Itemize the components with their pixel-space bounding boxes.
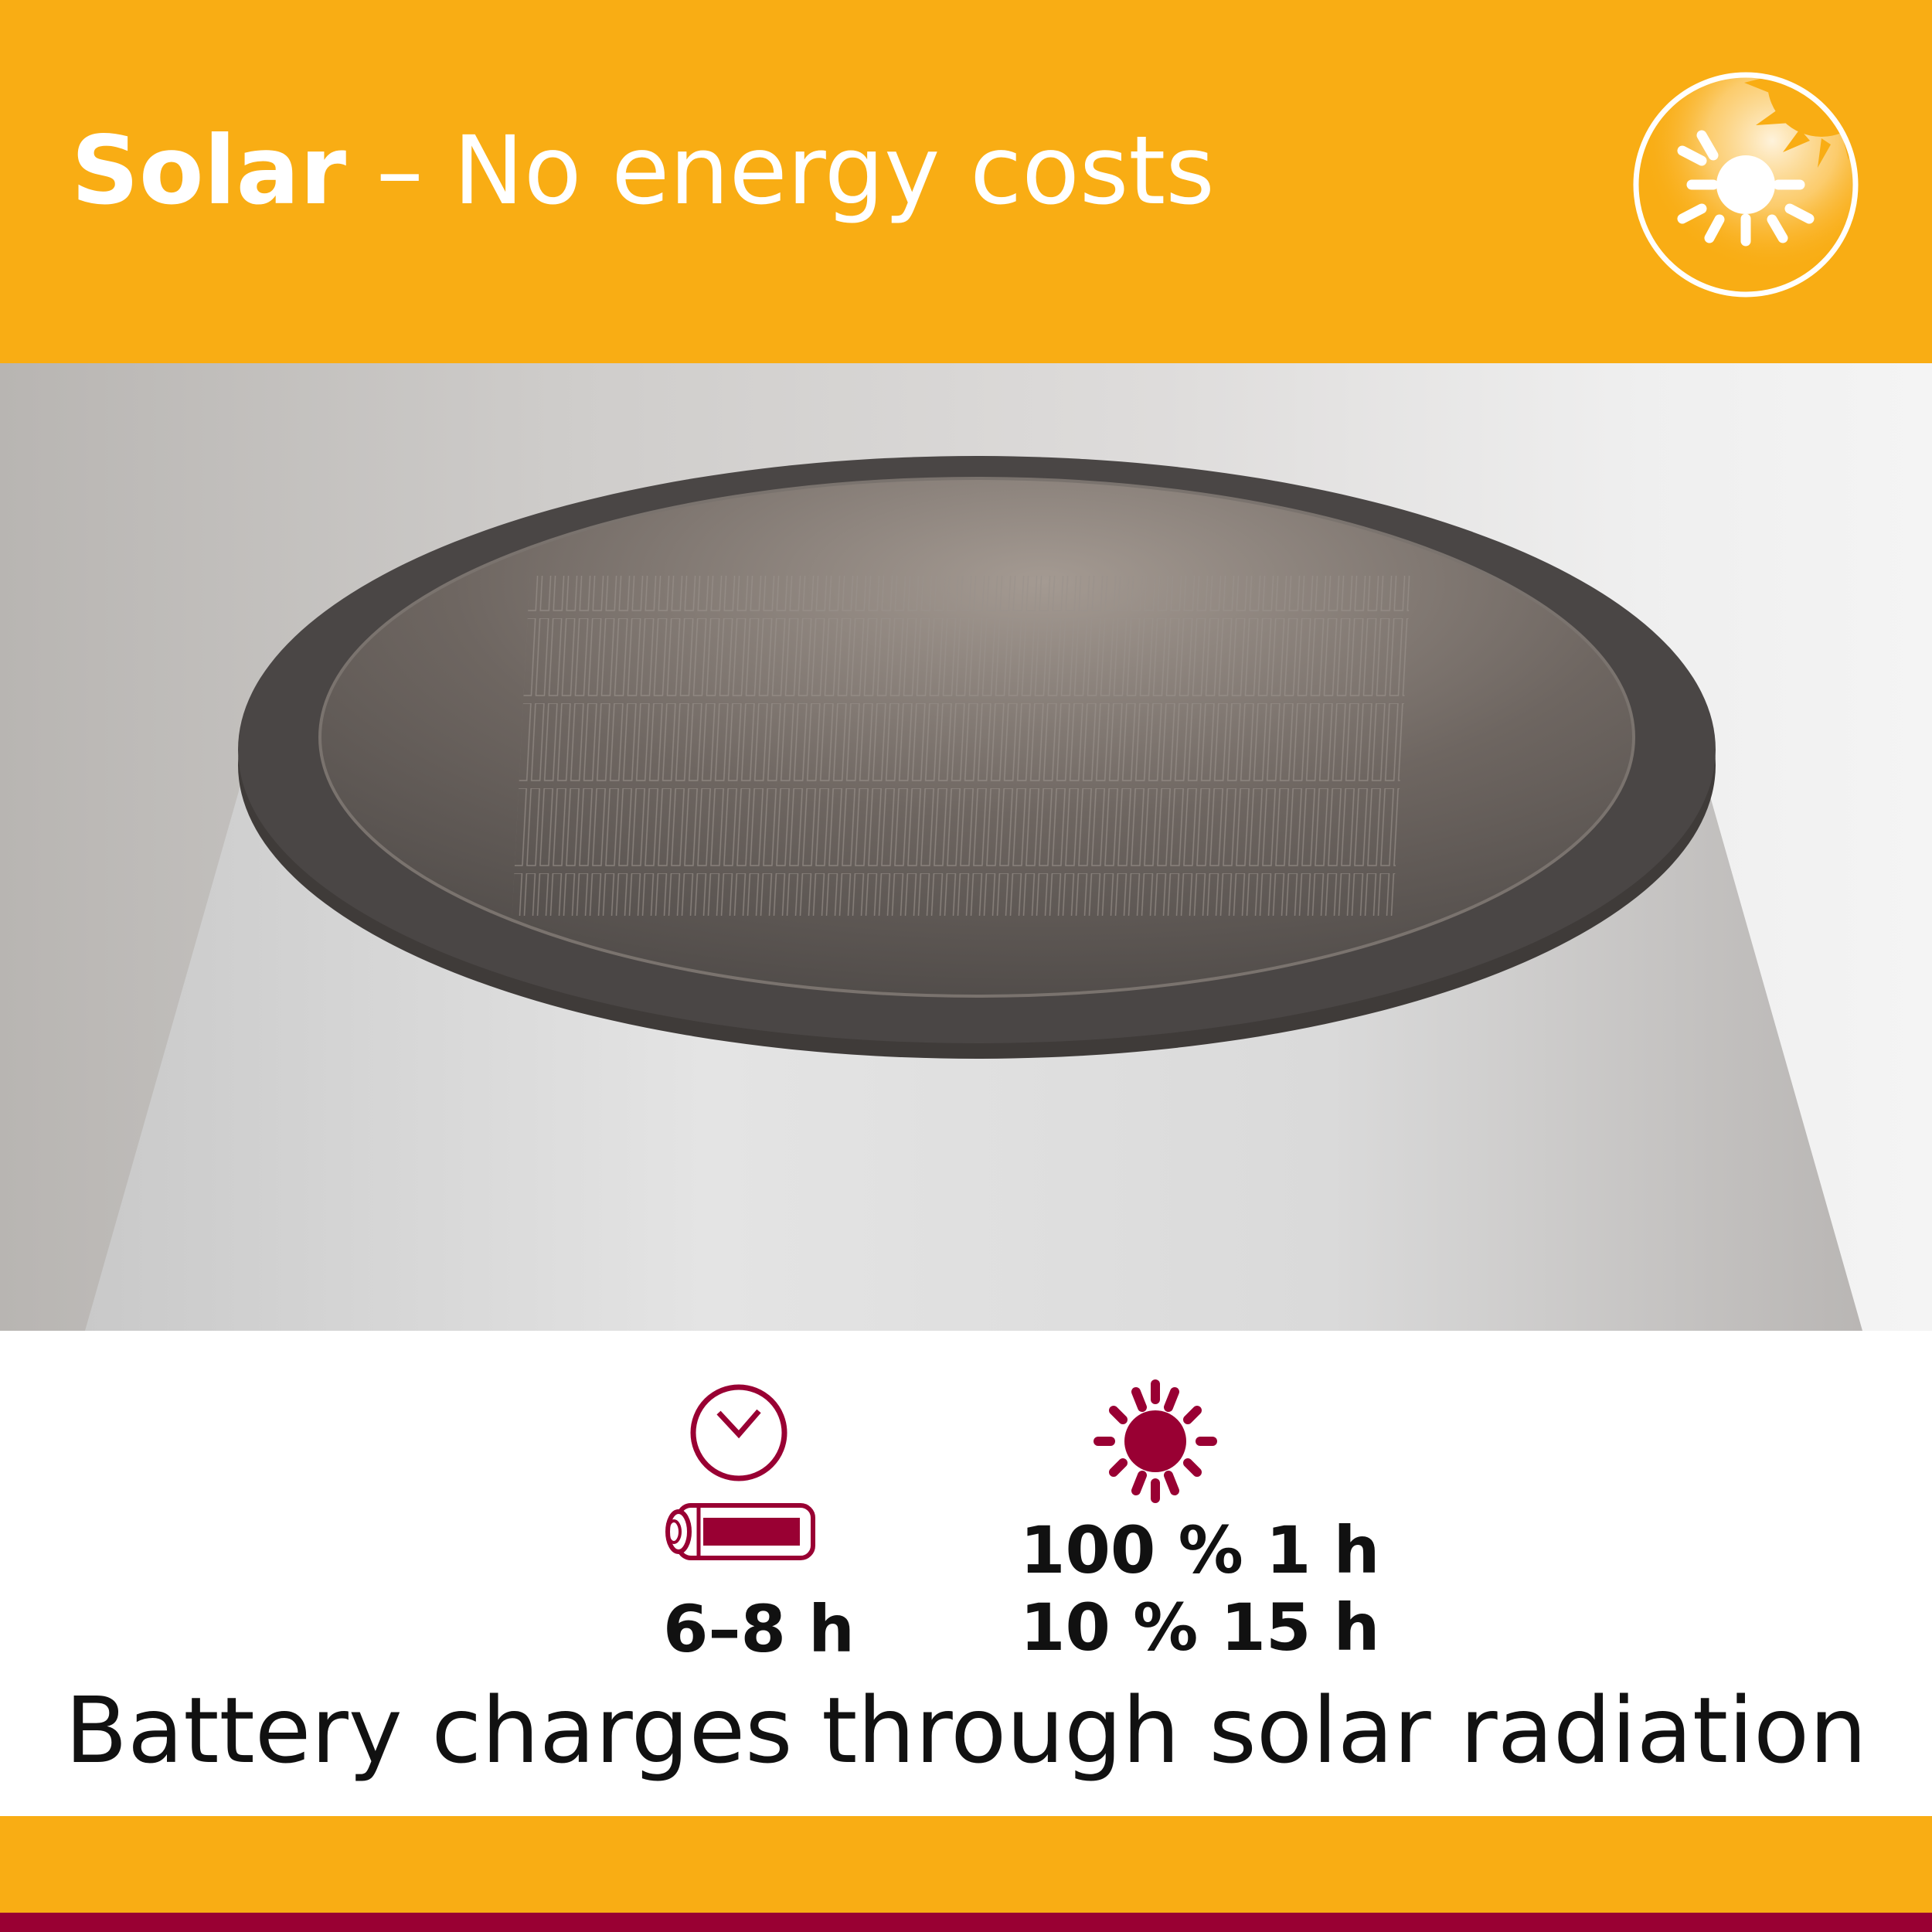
specs-panel bbox=[0, 1331, 1932, 1816]
title-rest: – No energy costs bbox=[346, 116, 1215, 226]
solar-lamp-top-image bbox=[85, 456, 1862, 1331]
battery-duration: 6–8 h bbox=[663, 1591, 855, 1667]
charge-time-low-sun: 10 % 15 h bbox=[1020, 1590, 1380, 1665]
charge-time-full-sun: 100 % 1 h bbox=[1020, 1512, 1380, 1588]
footer-stripe bbox=[0, 1913, 1932, 1932]
title-bold: Solar bbox=[71, 116, 346, 226]
footer-band bbox=[0, 1816, 1932, 1913]
page-title: Solar – No energy costs bbox=[71, 124, 1215, 218]
battery-icon bbox=[665, 1503, 815, 1560]
header-banner: Solar – No energy costs bbox=[0, 0, 1932, 363]
caption: Battery charges through solar radiation bbox=[65, 1677, 1867, 1784]
sun-icon bbox=[1094, 1379, 1217, 1503]
product-photo bbox=[0, 363, 1932, 1331]
solar-sun-icon bbox=[1633, 72, 1859, 298]
clock-icon bbox=[690, 1384, 787, 1481]
